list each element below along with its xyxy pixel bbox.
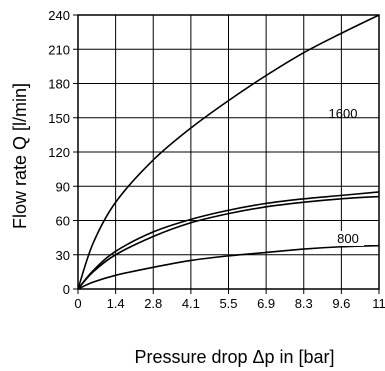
x-tick-label: 6.9 bbox=[257, 296, 275, 311]
series-labels: 1600 800 bbox=[329, 106, 364, 246]
y-tick-label: 0 bbox=[63, 282, 70, 297]
series-lines bbox=[77, 14, 380, 290]
y-tick-label: 30 bbox=[56, 248, 70, 263]
x-tick-label: 1.4 bbox=[107, 296, 125, 311]
series-label-1600: 1600 bbox=[329, 106, 358, 121]
x-tick-label: 5.5 bbox=[219, 296, 237, 311]
series-line-1 bbox=[77, 14, 380, 290]
x-axis-label: Pressure drop Δp in [bar] bbox=[134, 347, 334, 367]
y-tick-label: 90 bbox=[56, 179, 70, 194]
x-tick-label: 11 bbox=[372, 296, 385, 311]
series-label-800: 800 bbox=[337, 231, 359, 246]
x-tick-label: 0 bbox=[74, 296, 81, 311]
x-tick-label: 2.8 bbox=[144, 296, 162, 311]
y-tick-label: 210 bbox=[48, 42, 70, 57]
series-label-800-background bbox=[332, 231, 364, 246]
x-tick-label: 9.6 bbox=[332, 296, 350, 311]
tick-labels: 0 1.4 2.8 4.1 5.5 6.9 8.3 9.6 11 0 30 60 90 120 150 180… bbox=[48, 8, 385, 311]
series-line-3 bbox=[77, 195, 380, 290]
x-tick-label: 4.1 bbox=[182, 296, 200, 311]
series-line-2 bbox=[77, 191, 380, 290]
y-tick-label: 60 bbox=[56, 214, 70, 229]
series-line-4 bbox=[77, 244, 380, 290]
y-tick-label: 120 bbox=[48, 145, 70, 160]
y-tick-label: 180 bbox=[48, 77, 70, 92]
plot-frame bbox=[77, 14, 380, 290]
x-tick-label: 8.3 bbox=[295, 296, 313, 311]
y-axis-label: Flow rate Q [l/min] bbox=[10, 83, 30, 229]
y-tick-label: 150 bbox=[48, 111, 70, 126]
y-tick-label: 240 bbox=[48, 8, 70, 23]
